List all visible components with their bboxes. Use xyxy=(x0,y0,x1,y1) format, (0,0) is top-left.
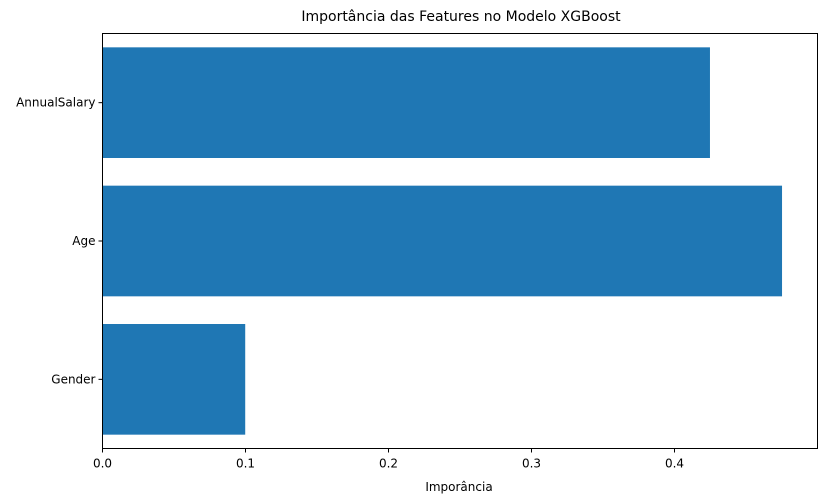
bar-gender xyxy=(102,324,246,435)
y-tick-label-gender: Gender xyxy=(51,372,95,386)
y-axis-ticks: AnnualSalary Age Gender xyxy=(16,96,103,386)
x-axis-ticks: 0.0 0.1 0.2 0.3 0.4 xyxy=(93,448,684,471)
x-tick-label: 0.0 xyxy=(93,457,112,471)
bars-group xyxy=(102,47,783,435)
x-tick-label: 0.2 xyxy=(379,457,398,471)
x-tick-label: 0.3 xyxy=(522,457,541,471)
bar-age xyxy=(102,185,783,297)
bar-annualsalary xyxy=(102,47,710,159)
plot-frame xyxy=(102,33,818,449)
x-tick-label: 0.4 xyxy=(665,457,684,471)
y-tick-label-age: Age xyxy=(72,234,95,248)
x-tick-label: 0.1 xyxy=(236,457,255,471)
y-tick-label-annualsalary: AnnualSalary xyxy=(16,96,95,110)
x-axis-label: Imporância xyxy=(425,480,492,494)
chart-title: Importância das Features no Modelo XGBoo… xyxy=(301,9,621,25)
